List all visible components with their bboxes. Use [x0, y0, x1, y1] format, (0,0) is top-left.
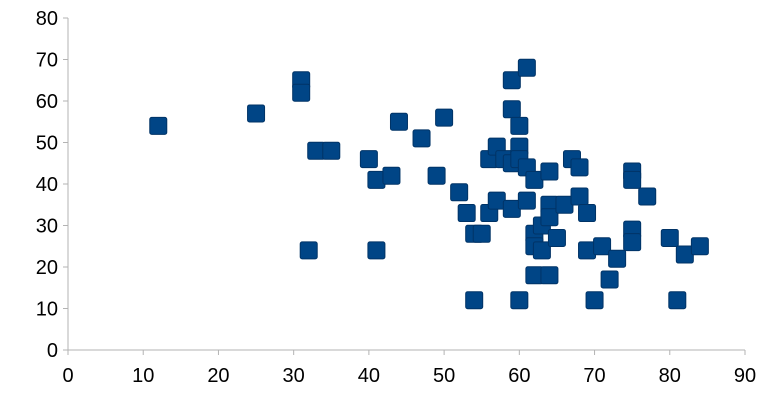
- y-tick-label: 10: [36, 299, 58, 321]
- data-point: [502, 71, 521, 90]
- data-point: [668, 291, 687, 310]
- data-point: [435, 108, 454, 127]
- y-tick-label: 30: [36, 216, 58, 238]
- data-point: [608, 249, 627, 268]
- data-point: [307, 141, 326, 160]
- data-point: [525, 266, 544, 285]
- y-tick-label: 0: [47, 340, 58, 362]
- data-point: [555, 195, 574, 214]
- data-point: [367, 170, 386, 189]
- data-point: [547, 228, 566, 247]
- y-tick-label: 50: [36, 133, 58, 155]
- x-tick-label: 10: [132, 365, 154, 387]
- data-point: [510, 291, 529, 310]
- data-point: [457, 204, 476, 223]
- data-point: [585, 291, 604, 310]
- data-point: [465, 291, 484, 310]
- data-point: [623, 233, 642, 252]
- data-point: [299, 241, 318, 260]
- y-tick-label: 70: [36, 50, 58, 72]
- data-point: [570, 187, 589, 206]
- x-tick-label: 80: [659, 365, 681, 387]
- data-point: [247, 104, 266, 123]
- x-tick-label: 60: [508, 365, 530, 387]
- data-point: [570, 158, 589, 177]
- data-point: [382, 166, 401, 185]
- data-point: [578, 204, 597, 223]
- data-point: [623, 170, 642, 189]
- data-point: [578, 241, 597, 260]
- data-point: [389, 112, 408, 131]
- data-point: [149, 116, 168, 135]
- data-point: [525, 170, 544, 189]
- data-point: [502, 199, 521, 218]
- data-point: [600, 270, 619, 289]
- x-axis-tick-labels: 0 10 20 30 40 50 60 70 80 90: [62, 365, 756, 387]
- data-point: [540, 266, 559, 285]
- y-tick-label: 20: [36, 257, 58, 279]
- y-tick-label: 60: [36, 91, 58, 113]
- x-tick-label: 0: [62, 365, 73, 387]
- data-point: [367, 241, 386, 260]
- data-point: [532, 241, 551, 260]
- data-point: [450, 183, 469, 202]
- data-point: [359, 150, 378, 169]
- data-point: [517, 58, 536, 77]
- x-tick-label: 20: [207, 365, 229, 387]
- data-point: [517, 191, 536, 210]
- x-tick-label: 70: [583, 365, 605, 387]
- axes: [63, 17, 746, 355]
- data-point: [593, 237, 612, 256]
- x-tick-label: 40: [358, 365, 380, 387]
- data-point: [690, 237, 709, 256]
- data-point: [510, 116, 529, 135]
- y-tick-label: 40: [36, 174, 58, 196]
- data-point: [472, 224, 491, 243]
- data-point: [292, 83, 311, 102]
- y-tick-label: 80: [36, 8, 58, 30]
- x-tick-label: 50: [433, 365, 455, 387]
- data-point: [660, 228, 679, 247]
- data-point: [638, 187, 657, 206]
- x-tick-label: 30: [283, 365, 305, 387]
- data-point: [487, 191, 506, 210]
- data-point: [540, 162, 559, 181]
- data-point: [540, 208, 559, 227]
- data-point: [675, 245, 694, 264]
- data-point: [322, 141, 341, 160]
- data-point: [427, 166, 446, 185]
- y-axis-tick-labels: 0 10 20 30 40 50 60 70 80: [36, 8, 58, 362]
- data-point: [412, 129, 431, 148]
- data-point: [502, 100, 521, 119]
- data-points: [149, 58, 709, 310]
- x-tick-label: 90: [734, 365, 756, 387]
